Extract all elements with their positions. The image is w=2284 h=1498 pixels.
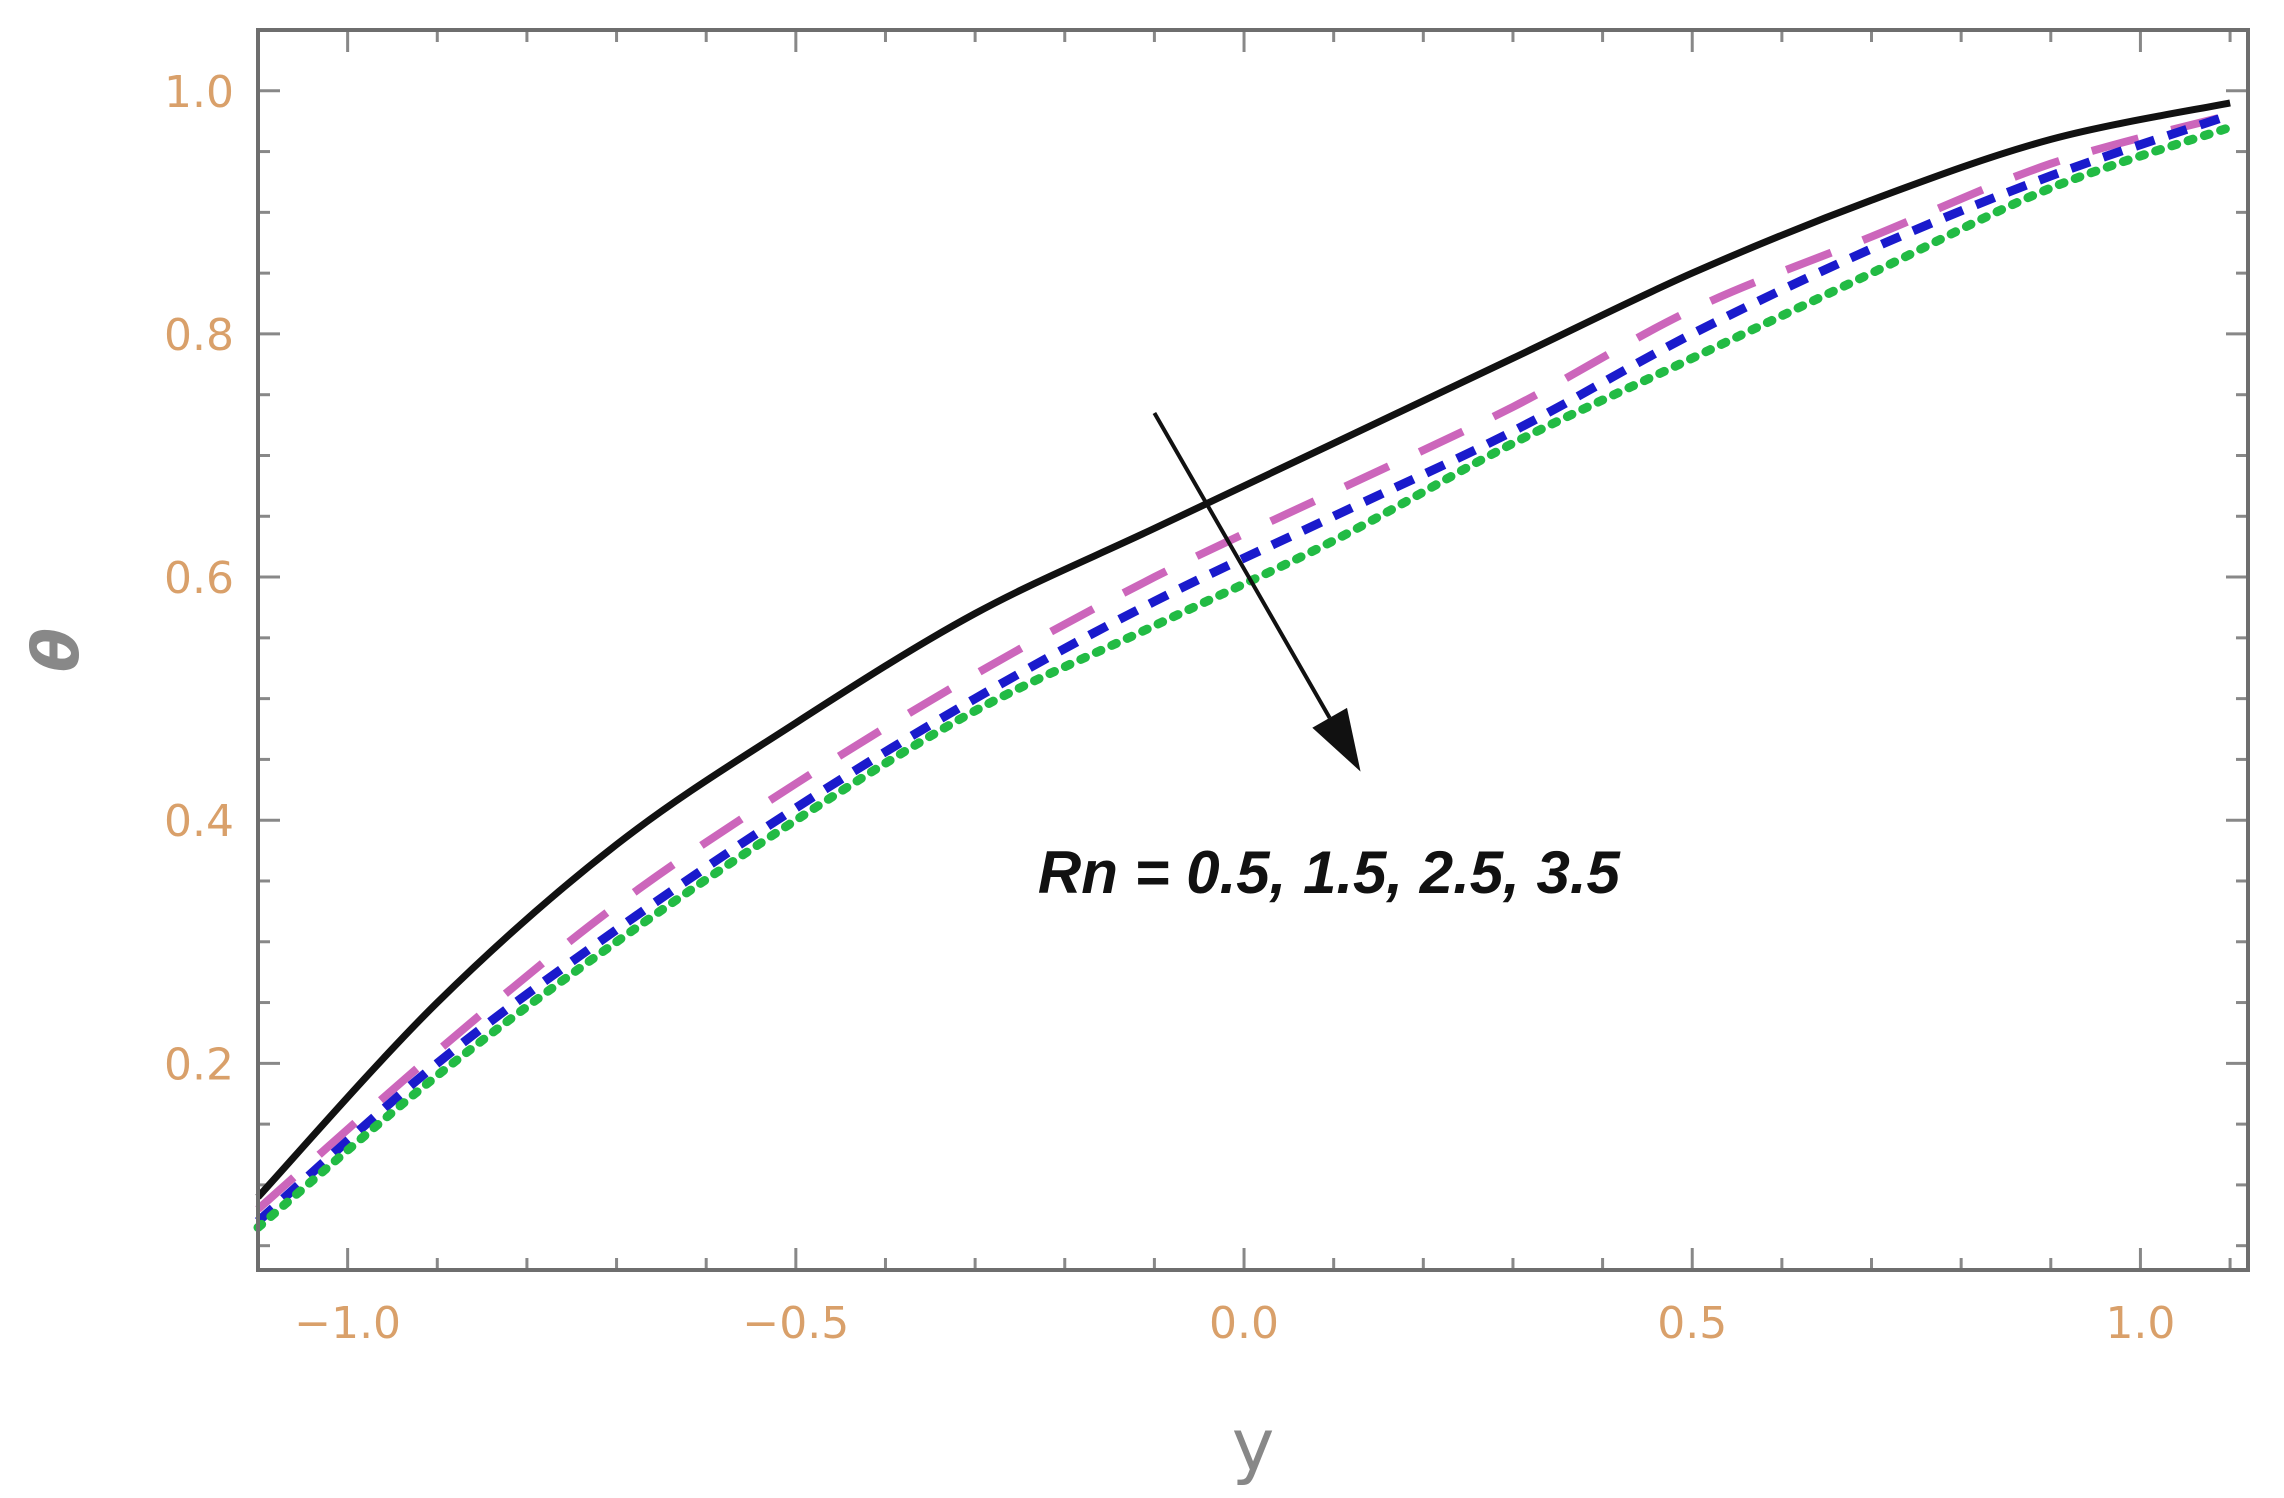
y-tick-label: 0.2 [164,1039,234,1090]
x-tick-label: −1.0 [294,1298,401,1349]
y-tick-label: 0.4 [164,796,234,847]
x-axis-label: y [1232,1403,1275,1487]
plot-frame [256,28,2250,1272]
x-tick-label: 0.0 [1209,1298,1279,1349]
y-axis-label: θ [20,628,94,672]
series-line-1 [255,99,2231,1200]
series-line-4 [253,122,2235,1232]
arrow-shaft [1152,411,1332,719]
series-layer [253,99,2235,1232]
y-tick-label: 0.8 [164,310,234,361]
x-tick-label: −0.5 [742,1298,849,1349]
annotation-arrow [1152,411,1361,772]
x-tick-label: 0.5 [1657,1298,1727,1349]
series-line-2 [255,111,2232,1213]
y-tick-label: 1.0 [164,67,234,118]
x-tick-label: 1.0 [2105,1298,2175,1349]
ticks-layer: −1.0 −0.5 0.0 0.5 1.0 0.2 0.4 0.6 0.8 1.0 [164,30,2248,1349]
series-line-3 [255,110,2232,1225]
arrow-head [1312,707,1361,772]
y-tick-label: 0.6 [164,553,234,604]
annotation-text: Rn = 0.5, 1.5, 2.5, 3.5 [1038,839,1622,906]
